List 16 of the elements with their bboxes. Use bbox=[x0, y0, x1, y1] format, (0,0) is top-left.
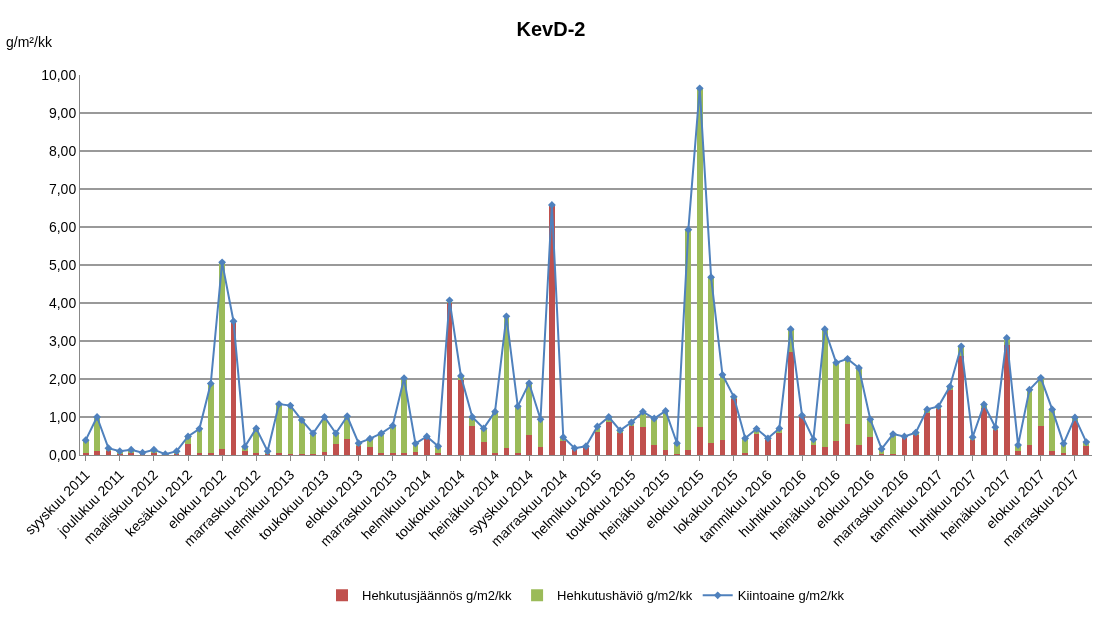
y-tick-label: 1,00 bbox=[48, 408, 77, 425]
legend-label: Hehkutusjäännös g/m2/kk bbox=[362, 588, 513, 604]
legend-label: Kiintoaine g/m2/kk bbox=[737, 588, 845, 604]
y-axis-title: g/m²/kk bbox=[6, 34, 53, 50]
y-tick-label: 10,00 bbox=[41, 66, 77, 83]
y-tick-label: 0,00 bbox=[48, 446, 77, 463]
y-tick-label: 3,00 bbox=[48, 332, 77, 349]
y-tick-label: 6,00 bbox=[48, 218, 77, 235]
y-tick-label: 2,00 bbox=[48, 370, 77, 387]
y-tick-label: 5,00 bbox=[48, 256, 77, 273]
y-tick-label: 7,00 bbox=[48, 180, 77, 197]
y-tick-label: 4,00 bbox=[48, 294, 77, 311]
y-tick-label: 8,00 bbox=[48, 142, 77, 159]
legend-label: Hehkutushäviö g/m2/kk bbox=[557, 588, 693, 604]
chart-title: KevD-2 bbox=[516, 17, 586, 40]
y-tick-label: 9,00 bbox=[48, 104, 77, 121]
